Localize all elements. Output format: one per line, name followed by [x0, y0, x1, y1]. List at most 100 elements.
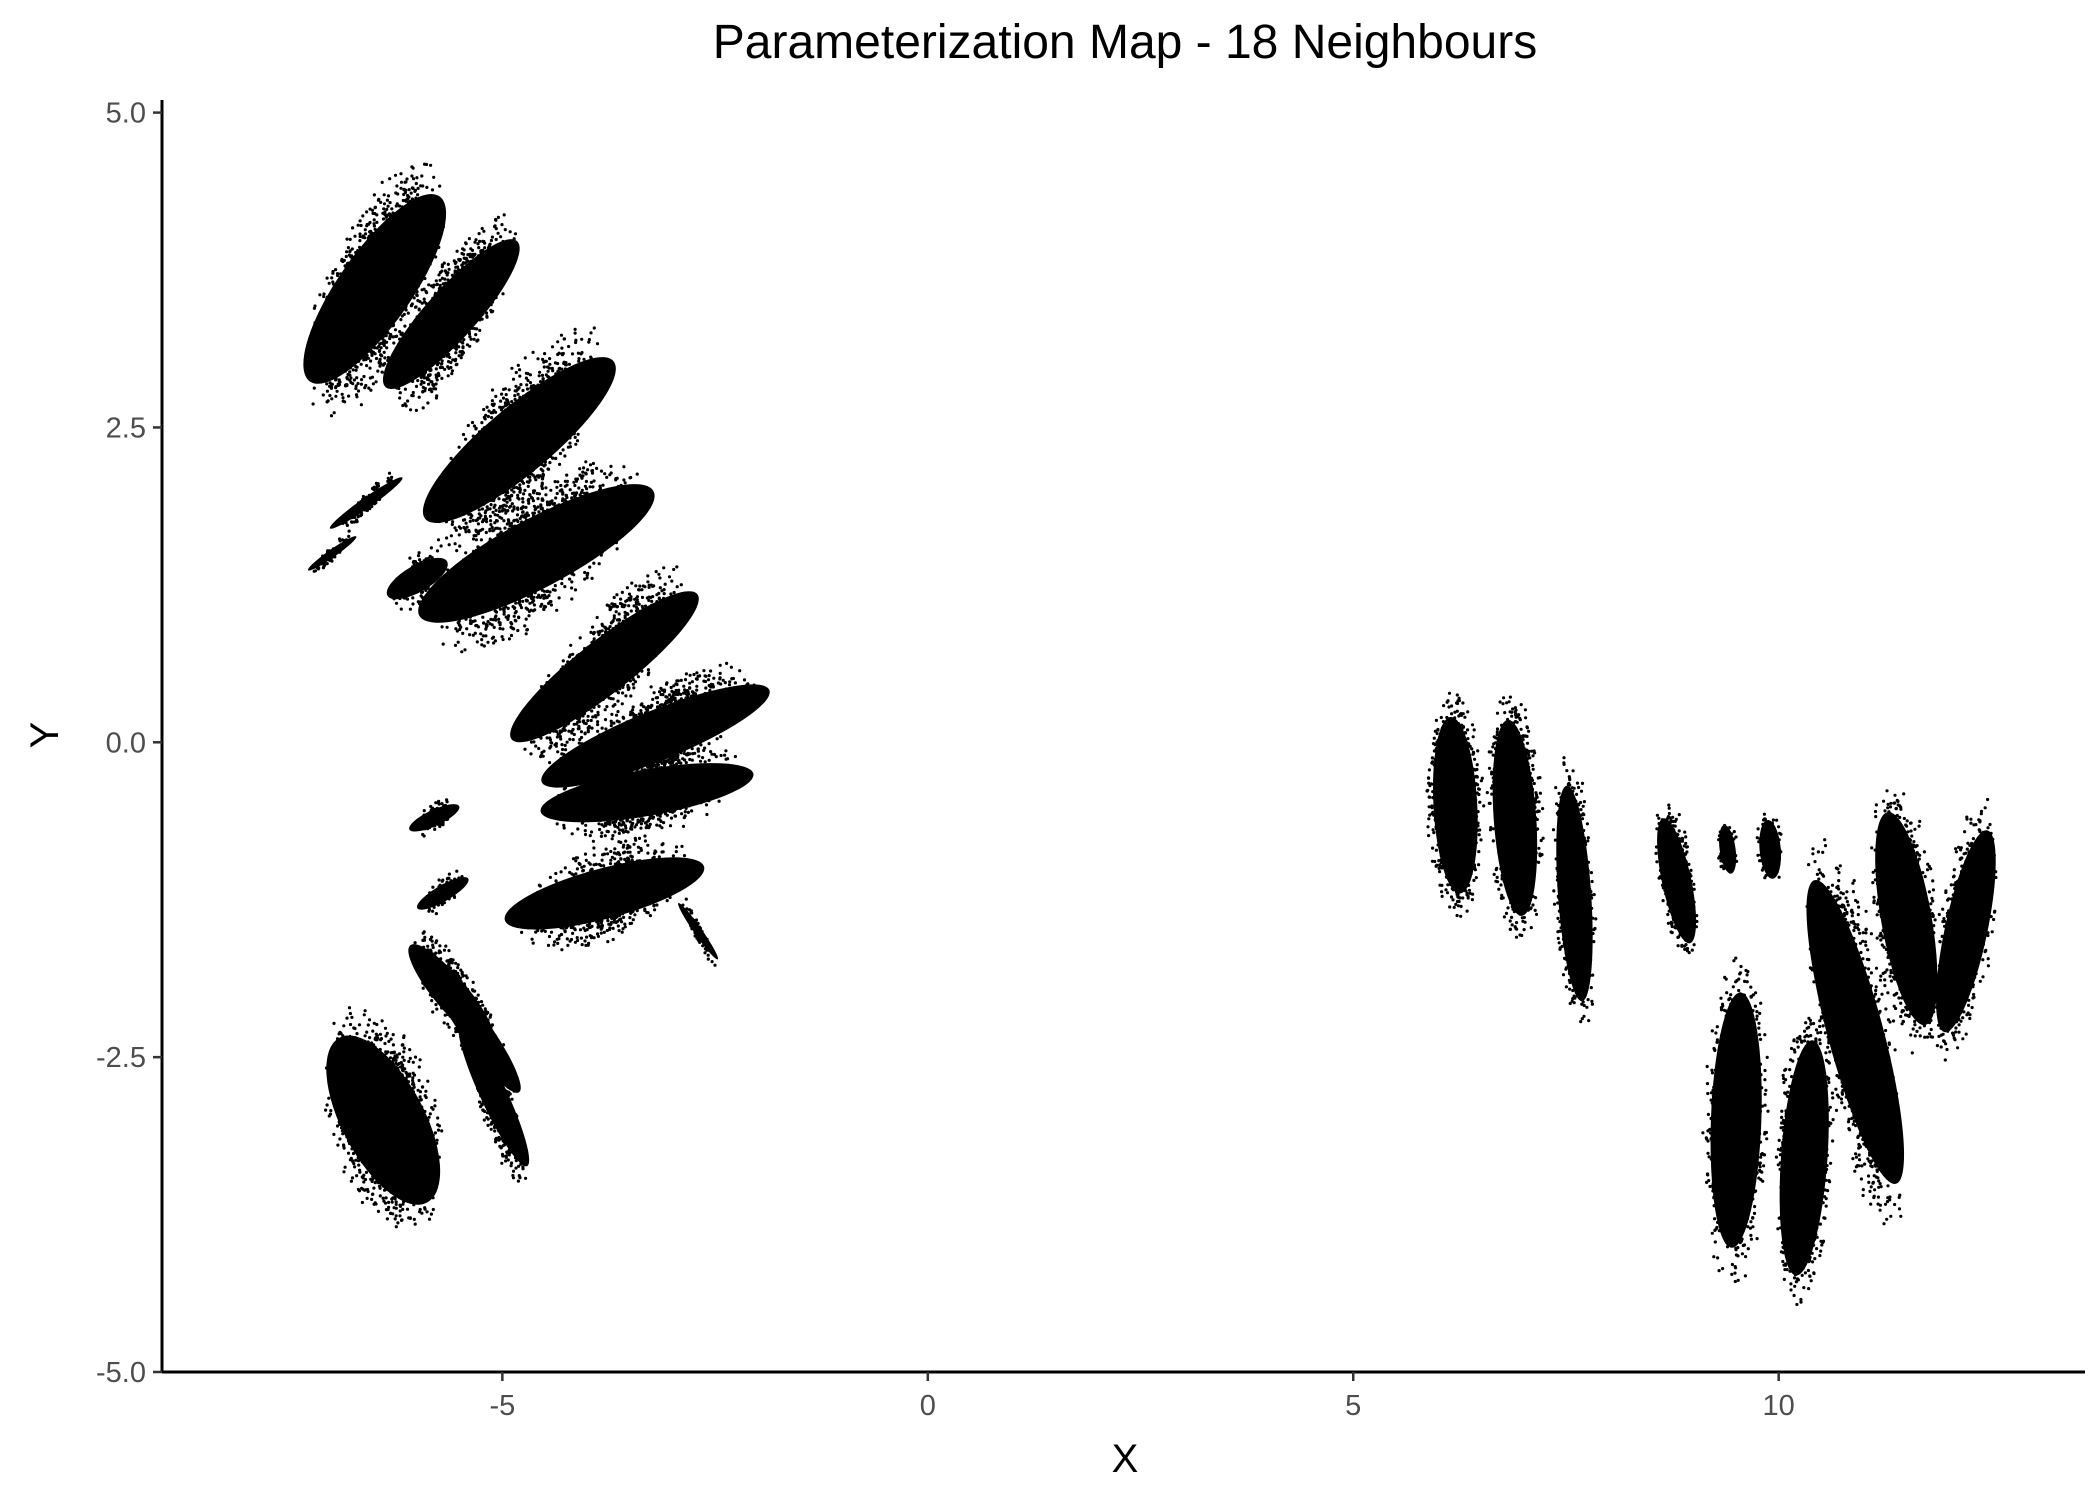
data-point	[561, 448, 565, 452]
data-point	[464, 437, 468, 441]
data-point	[481, 448, 485, 453]
data-point	[389, 290, 394, 294]
data-point	[502, 278, 506, 282]
data-point	[511, 534, 515, 539]
data-point	[475, 462, 479, 466]
data-point	[468, 519, 472, 524]
data-point	[543, 449, 547, 454]
data-point	[483, 511, 487, 515]
data-point	[355, 395, 359, 399]
data-point	[391, 302, 395, 306]
data-point	[507, 469, 511, 473]
data-point	[527, 541, 531, 546]
data-point	[397, 247, 401, 251]
data-point	[534, 447, 538, 451]
data-point	[420, 343, 424, 347]
data-point	[469, 516, 473, 520]
data-point	[492, 538, 496, 542]
data-point	[581, 470, 585, 474]
data-point	[490, 300, 495, 304]
data-point	[492, 625, 496, 630]
data-point	[561, 525, 565, 530]
data-point	[484, 593, 488, 597]
data-point	[404, 308, 408, 312]
data-point	[536, 717, 540, 721]
data-point	[399, 258, 403, 262]
data-point	[488, 514, 492, 518]
data-point	[498, 443, 502, 447]
data-point	[414, 272, 418, 276]
data-point	[579, 352, 583, 356]
data-point	[486, 620, 490, 624]
data-point	[434, 349, 439, 353]
data-point	[394, 191, 398, 195]
data-point	[481, 439, 485, 443]
data-point	[622, 524, 626, 528]
data-point	[532, 547, 536, 551]
data-point	[558, 541, 562, 545]
data-point	[558, 676, 563, 680]
data-point	[574, 566, 578, 570]
data-point	[523, 407, 527, 412]
data-point	[417, 334, 421, 338]
data-point	[349, 322, 353, 326]
data-point	[425, 185, 429, 189]
data-point	[406, 311, 410, 315]
data-point	[417, 308, 421, 312]
data-point	[479, 632, 483, 636]
data-point	[623, 511, 627, 515]
data-point	[529, 519, 533, 523]
data-point	[399, 172, 403, 176]
data-point	[371, 276, 375, 280]
data-point	[468, 279, 472, 283]
data-point	[332, 411, 336, 415]
data-point	[395, 386, 399, 390]
data-point	[482, 303, 487, 307]
data-point	[367, 386, 371, 390]
data-point	[580, 522, 584, 527]
data-point	[518, 368, 522, 372]
data-point	[506, 606, 510, 611]
data-point	[396, 367, 400, 371]
data-point	[402, 259, 406, 263]
data-point	[446, 365, 450, 369]
data-point	[462, 610, 466, 614]
data-point	[542, 433, 546, 438]
data-point	[583, 552, 587, 556]
data-point	[419, 372, 423, 376]
data-point	[545, 581, 549, 585]
data-point	[460, 492, 464, 496]
data-point	[439, 544, 443, 548]
data-point	[467, 332, 472, 336]
data-point	[557, 417, 561, 421]
data-point	[495, 575, 499, 579]
data-point	[490, 493, 494, 497]
data-point	[489, 238, 493, 243]
data-point	[360, 326, 364, 331]
data-point	[532, 532, 537, 536]
data-point	[478, 239, 482, 243]
data-point	[335, 346, 339, 350]
data-point	[590, 680, 595, 684]
data-point	[346, 261, 350, 265]
data-point	[546, 384, 550, 388]
data-point	[474, 624, 478, 628]
data-point	[328, 338, 332, 343]
data-point	[319, 324, 323, 328]
data-point	[538, 474, 542, 478]
data-point	[402, 361, 406, 365]
data-point	[463, 504, 467, 508]
data-point	[373, 250, 377, 254]
data-point	[399, 180, 404, 184]
data-point	[521, 599, 525, 604]
data-point	[386, 265, 390, 269]
data-point	[445, 508, 449, 512]
data-point	[341, 396, 345, 400]
data-point	[337, 309, 341, 313]
data-point	[487, 580, 491, 585]
data-point	[444, 271, 448, 275]
data-point	[364, 294, 368, 298]
data-point	[439, 350, 443, 354]
data-point	[381, 363, 385, 367]
data-point	[565, 473, 569, 477]
